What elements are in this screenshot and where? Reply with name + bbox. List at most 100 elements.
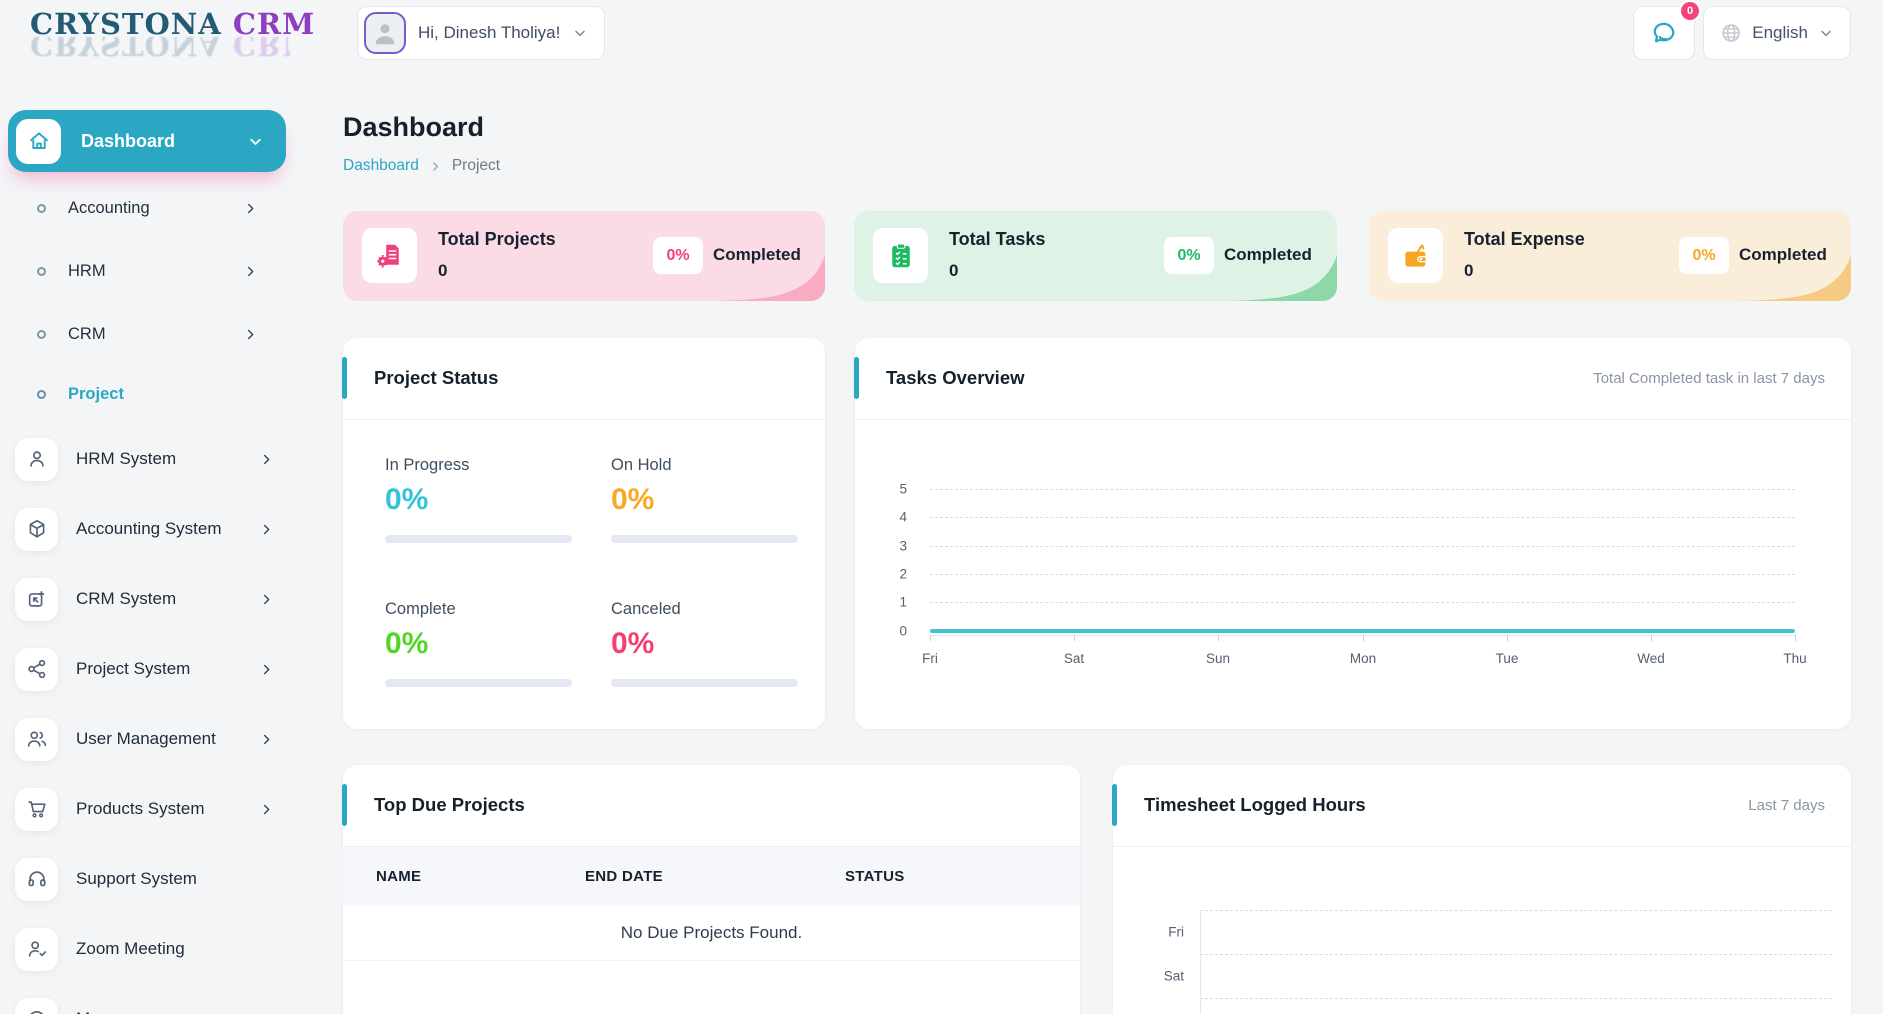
- user-menu[interactable]: Hi, Dinesh Tholiya!: [357, 6, 606, 60]
- stat-value: 0: [1464, 261, 1474, 280]
- app-logo-text: CRYSTONA CRM: [30, 7, 314, 41]
- headset-icon: [15, 857, 58, 901]
- progress-bar: [611, 535, 798, 543]
- column-header-name: NAME: [376, 868, 422, 885]
- sidebar-item-products-system[interactable]: Products System: [0, 784, 300, 834]
- projects-icon: [362, 228, 417, 283]
- messages-button[interactable]: 0: [1633, 0, 1701, 60]
- bullet-circle-icon: [37, 203, 46, 213]
- wave-decoration: [1207, 255, 1337, 301]
- chevron-right-icon: [263, 734, 270, 744]
- page-title: Dashboard: [343, 112, 485, 142]
- sidebar-item-label: Dashboard: [81, 130, 176, 151]
- breadcrumb-link-dashboard[interactable]: Dashboard: [343, 157, 419, 174]
- home-icon: [16, 118, 61, 164]
- stat-value: 0: [438, 261, 448, 280]
- notification-badge: 0: [1679, 0, 1701, 22]
- card-header: Tasks Overview Total Completed task in l…: [854, 338, 1851, 420]
- sidebar-item-hrm-system[interactable]: HRM System: [0, 434, 300, 484]
- screen-icon: [15, 577, 58, 621]
- sidebar-item-accounting-system[interactable]: Accounting System: [0, 504, 300, 554]
- series-line: [930, 629, 1795, 633]
- percent-pill: 0%: [1679, 237, 1729, 274]
- expense-icon: [1388, 228, 1443, 283]
- column-header-end-date: END DATE: [585, 868, 663, 885]
- breadcrumb: Dashboard Project: [343, 157, 500, 175]
- percent-pill: 0%: [1164, 237, 1214, 274]
- greeting-text: Hi, Dinesh Tholiya!: [418, 23, 561, 42]
- user-check-icon: [15, 927, 58, 971]
- empty-state-message: No Due Projects Found.: [343, 906, 1080, 961]
- gridline: [930, 602, 1795, 603]
- bullet-circle-icon: [37, 389, 46, 399]
- language-selector[interactable]: English: [1703, 6, 1851, 60]
- cube-icon: [15, 507, 58, 551]
- gridline: [1200, 910, 1832, 911]
- progress-bar: [385, 535, 572, 543]
- status-complete: Complete 0%: [385, 600, 575, 687]
- logo-primary-text: CRYSTONA: [30, 7, 222, 41]
- sidebar-item-zoom-meeting[interactable]: Zoom Meeting: [0, 924, 300, 974]
- sidebar-item-support-system[interactable]: Support System: [0, 854, 300, 904]
- chevron-right-icon: [247, 203, 254, 213]
- chevron-right-icon: [247, 266, 254, 276]
- sidebar-item-clipped[interactable]: M: [0, 994, 300, 1014]
- gridline: [930, 546, 1795, 547]
- gridline: [930, 574, 1795, 575]
- card-header: Top Due Projects: [342, 765, 1080, 847]
- sidebar-item-user-management[interactable]: User Management: [0, 714, 300, 764]
- accent-bar: [342, 357, 347, 399]
- tasks-icon: [873, 228, 928, 283]
- logo-secondary-text: CRM: [232, 7, 316, 41]
- card-subtitle: Last 7 days: [1748, 797, 1825, 814]
- sidebar-item-dashboard[interactable]: Dashboard: [8, 110, 286, 172]
- sidebar-item-project-system[interactable]: Project System: [0, 644, 300, 694]
- stat-card-total-expense: Total Expense 0 0% Completed: [1369, 211, 1851, 301]
- clipped-icon: [15, 997, 58, 1014]
- chevron-down-icon: [250, 138, 261, 145]
- chat-icon: [1653, 22, 1675, 43]
- sidebar-item-crm-system[interactable]: CRM System: [0, 574, 300, 624]
- sidebar-subitem-accounting[interactable]: Accounting: [8, 183, 286, 233]
- status-canceled: Canceled 0%: [611, 600, 801, 687]
- accent-bar: [342, 784, 347, 826]
- person-silhouette-icon: [375, 24, 395, 45]
- chevron-right-icon: [263, 664, 270, 674]
- top-due-projects-card: Top Due Projects NAME END DATE STATUS No…: [342, 765, 1080, 1014]
- chevron-right-icon: [247, 329, 254, 339]
- language-label: English: [1752, 23, 1808, 42]
- chevron-right-icon: [263, 524, 270, 534]
- bullet-circle-icon: [37, 266, 46, 276]
- users-icon: [15, 717, 58, 761]
- sidebar-subitem-crm[interactable]: CRM: [8, 309, 286, 359]
- share-icon: [15, 647, 58, 691]
- chevron-right-icon: [263, 804, 270, 814]
- card-header: Timesheet Logged Hours Last 7 days: [1112, 765, 1851, 847]
- y-axis: [1200, 910, 1201, 1014]
- gridline: [930, 489, 1795, 490]
- chevron-down-icon: [575, 30, 586, 37]
- stat-card-total-tasks: Total Tasks 0 0% Completed: [854, 211, 1337, 301]
- gridline: [930, 517, 1795, 518]
- progress-bar: [385, 679, 572, 687]
- sidebar-subitem-hrm[interactable]: HRM: [8, 246, 286, 296]
- user-icon: [15, 437, 58, 481]
- column-header-status: STATUS: [845, 868, 905, 885]
- breadcrumb-current: Project: [451, 157, 501, 174]
- project-status-card: Project Status In Progress 0% On Hold 0%…: [342, 338, 825, 729]
- sidebar-subitem-project[interactable]: Project: [8, 369, 286, 419]
- card-subtitle: Total Completed task in last 7 days: [1593, 370, 1825, 387]
- app-logo: CRYSTONA CRM CRYSTONA CRM: [30, 7, 314, 60]
- wave-decoration: [1721, 255, 1851, 301]
- bullet-circle-icon: [37, 329, 46, 339]
- gridline: [1200, 998, 1832, 999]
- stat-card-total-projects: Total Projects 0 0% Completed: [343, 211, 825, 301]
- wave-decoration: [695, 255, 825, 301]
- gridline: [1200, 954, 1832, 955]
- percent-pill: 0%: [653, 237, 703, 274]
- cart-icon: [15, 787, 58, 831]
- chevron-right-icon: [263, 454, 270, 464]
- table-header-row: NAME END DATE STATUS: [343, 847, 1080, 906]
- status-in-progress: In Progress 0%: [385, 456, 575, 543]
